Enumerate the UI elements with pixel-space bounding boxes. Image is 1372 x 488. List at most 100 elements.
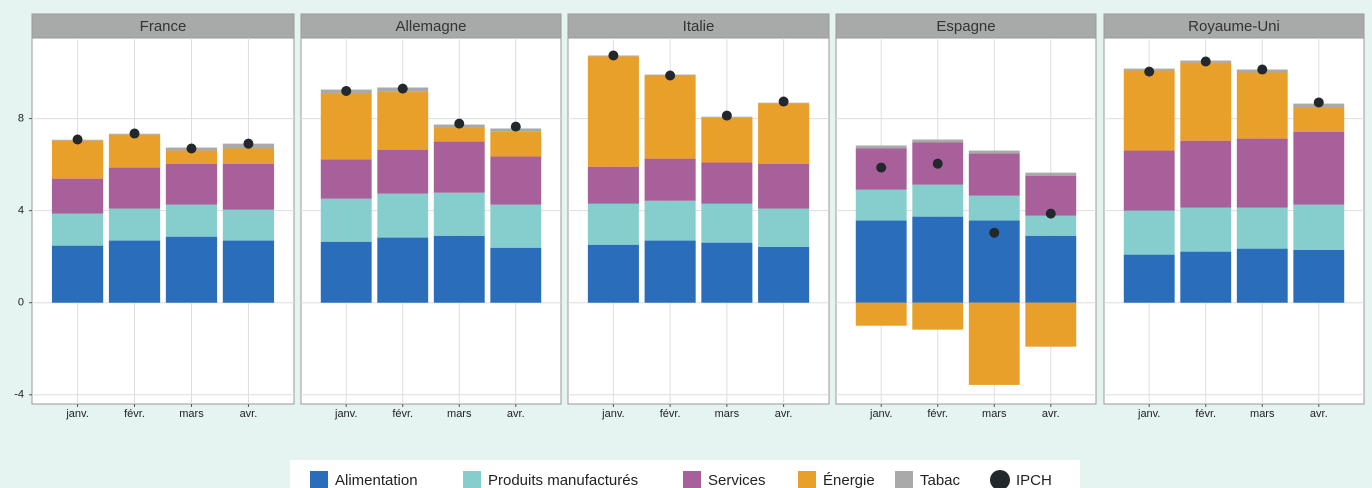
x-tick-label: avr.	[1310, 408, 1328, 420]
bar-segment	[701, 203, 753, 243]
bar-segment	[1180, 140, 1232, 208]
bar-segment	[222, 240, 275, 303]
bar-segment	[377, 149, 429, 194]
bar-segment	[377, 193, 429, 238]
bar-segment	[912, 302, 964, 330]
panel-title: Royaume-Uni	[1188, 18, 1280, 35]
x-tick-label: janv.	[1137, 408, 1160, 420]
strip	[567, 13, 830, 39]
point	[243, 138, 254, 149]
bar-segment	[1123, 150, 1175, 211]
point	[341, 85, 352, 96]
bar-segment	[1293, 131, 1345, 205]
bar-segment	[912, 184, 964, 217]
bar-segment	[855, 145, 907, 149]
bar-segment	[108, 167, 161, 209]
bar-segment	[1180, 207, 1232, 252]
bar-segment	[1123, 210, 1175, 255]
bar-segment	[644, 75, 696, 159]
bar-segment	[1025, 215, 1077, 236]
bar-segment	[855, 220, 907, 303]
panel-title: France	[140, 18, 187, 35]
point	[876, 162, 887, 173]
bar-segment	[433, 192, 485, 236]
strip	[1103, 13, 1365, 39]
point	[932, 158, 943, 169]
bar-segment	[1236, 72, 1288, 139]
bar-segment	[644, 158, 696, 201]
point	[186, 143, 197, 154]
point	[454, 118, 465, 129]
x-tick-label: févr.	[927, 408, 948, 420]
legend-swatch	[798, 471, 816, 488]
panel-title: Italie	[683, 18, 715, 35]
legend-label: Alimentation	[335, 472, 418, 488]
x-tick-label: avr.	[240, 408, 258, 420]
bar-segment	[51, 213, 104, 246]
point	[510, 121, 521, 132]
x-tick-label: janv.	[65, 408, 88, 420]
bar-segment	[433, 141, 485, 193]
bar-segment	[701, 117, 753, 163]
bar-segment	[108, 134, 161, 168]
point	[1257, 64, 1268, 75]
point	[1144, 66, 1155, 77]
bar-segment	[587, 244, 639, 303]
bar-segment	[165, 150, 218, 164]
x-tick-label: mars	[179, 408, 204, 420]
point	[665, 70, 676, 81]
bar-segment	[377, 237, 429, 303]
point	[721, 110, 732, 121]
bar-segment	[51, 178, 104, 214]
strip	[31, 13, 295, 39]
legend-swatch	[990, 470, 1010, 488]
legend-swatch	[310, 471, 328, 488]
bar-segment	[1180, 251, 1232, 303]
bar-segment	[165, 236, 218, 303]
point	[989, 227, 1000, 238]
bar-segment	[222, 148, 275, 164]
bar-segment	[968, 150, 1020, 154]
x-tick-label: mars	[982, 408, 1007, 420]
legend-swatch	[683, 471, 701, 488]
bar-segment	[108, 208, 161, 241]
bar-segment	[222, 209, 275, 241]
bar-segment	[165, 163, 218, 205]
bar-segment	[433, 127, 485, 142]
point	[1200, 56, 1211, 67]
legend-label: Énergie	[823, 472, 875, 488]
legend-label: Tabac	[920, 472, 961, 488]
bar-segment	[490, 204, 542, 248]
point	[1045, 208, 1056, 219]
bar-segment	[1123, 254, 1175, 303]
bar-segment	[912, 216, 964, 303]
bar-segment	[855, 189, 907, 221]
x-tick-label: janv.	[601, 408, 624, 420]
bar-segment	[433, 235, 485, 303]
bar-segment	[758, 208, 810, 247]
bar-segment	[51, 140, 104, 179]
bar-segment	[968, 195, 1020, 221]
x-tick-label: févr.	[1195, 408, 1216, 420]
bar-segment	[912, 139, 964, 143]
y-tick-label: 8	[18, 112, 24, 124]
bar-segment	[644, 200, 696, 241]
strip	[300, 13, 562, 39]
bar-segment	[51, 245, 104, 303]
bar-segment	[1123, 70, 1175, 151]
point	[1313, 97, 1324, 108]
legend-label: Produits manufacturés	[488, 472, 638, 488]
bar-segment	[968, 153, 1020, 196]
legend-swatch	[463, 471, 481, 488]
bar-segment	[1293, 249, 1345, 303]
y-tick-label: 0	[18, 297, 24, 309]
bar-segment	[587, 203, 639, 245]
bar-segment	[1236, 138, 1288, 208]
point	[129, 128, 140, 139]
bar-segment	[320, 159, 372, 199]
point	[778, 96, 789, 107]
bar-segment	[1180, 62, 1232, 141]
bar-segment	[320, 93, 372, 160]
x-tick-label: mars	[447, 408, 472, 420]
x-tick-label: févr.	[660, 408, 681, 420]
